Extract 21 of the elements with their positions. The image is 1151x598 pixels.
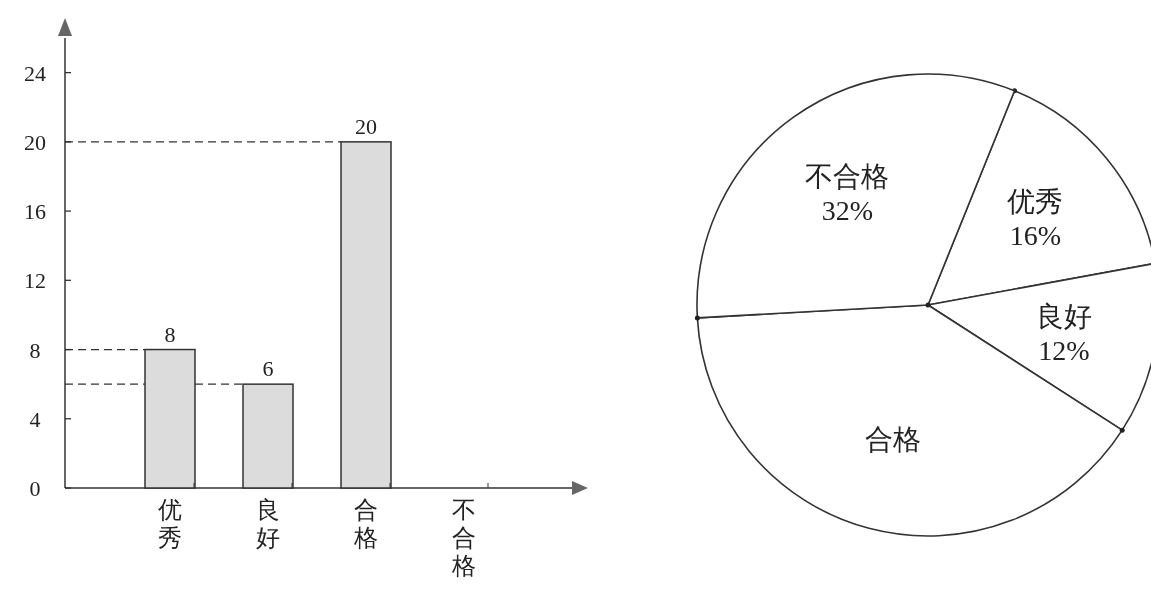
data-label: 20 xyxy=(355,113,377,139)
data-label: 12% xyxy=(1038,334,1090,366)
y-tick-label: 12 xyxy=(24,268,46,294)
y-tick-label: 20 xyxy=(24,129,46,155)
x-tick-label: 良好 xyxy=(256,497,280,551)
y-tick-label: 24 xyxy=(24,60,46,86)
slice-label: 不合格 xyxy=(805,161,890,193)
data-label: 16% xyxy=(1009,220,1062,252)
slice-label: 良好 xyxy=(1035,300,1092,332)
y-tick-label: 0 xyxy=(29,476,41,501)
data-label: 8 xyxy=(164,321,176,347)
x-tick-label: 优秀 xyxy=(158,497,182,551)
x-tick-label: 不合格 xyxy=(451,497,476,579)
slice-label: 优秀 xyxy=(1007,186,1064,218)
y-tick-label: 8 xyxy=(29,337,41,363)
y-tick-label: 4 xyxy=(29,406,41,432)
slice-label: 合格 xyxy=(864,424,921,455)
data-label: 32% xyxy=(821,195,873,227)
data-label: 6 xyxy=(262,356,274,382)
y-tick-label: 16 xyxy=(24,199,46,225)
x-tick-label: 合格 xyxy=(353,497,378,551)
